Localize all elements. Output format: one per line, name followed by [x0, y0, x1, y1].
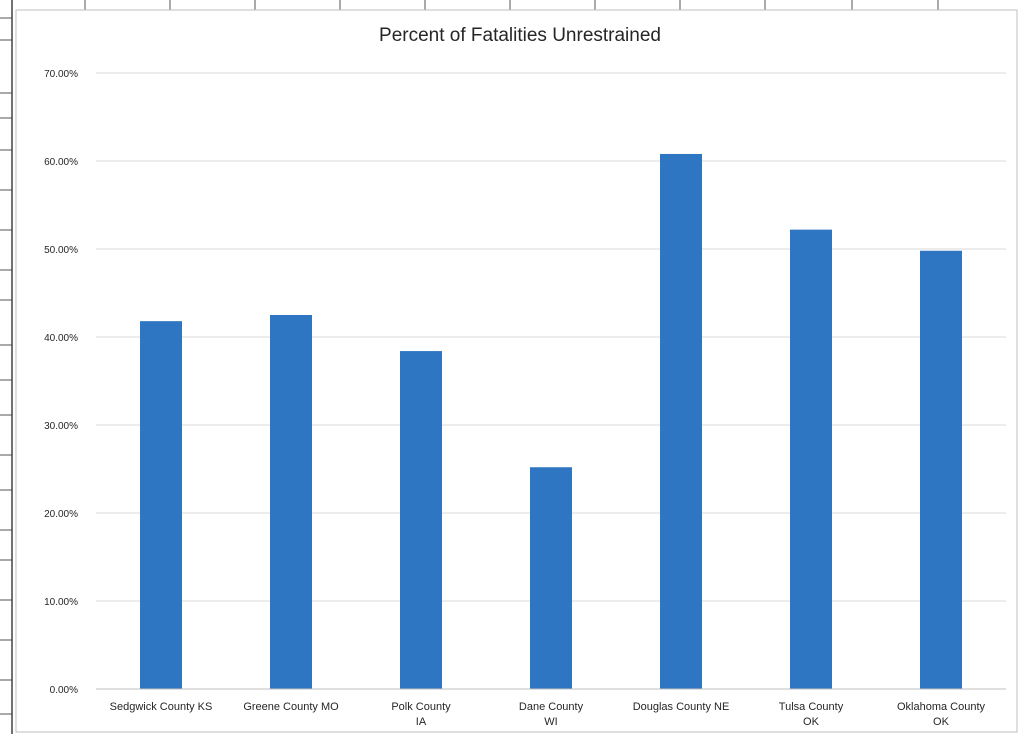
x-category-label: Tulsa County OK [779, 701, 844, 728]
y-tick-label: 30.00% [44, 421, 78, 432]
x-category-label: Greene County MO [243, 701, 339, 713]
chart-title: Percent of Fatalities Unrestrained [379, 25, 661, 46]
y-axis-tick-labels: 0.00% 10.00% 20.00% 30.00% 40.00% 50.00% 60.00… [44, 69, 78, 696]
y-tick-label: 70.00% [44, 69, 78, 80]
y-tick-label: 60.00% [44, 157, 78, 168]
bar [400, 351, 442, 689]
chart-frame [15, 9, 1018, 733]
bar [270, 315, 312, 689]
y-tick-label: 50.00% [44, 245, 78, 256]
bar [920, 250, 962, 689]
x-category-label: Polk County IA [391, 701, 451, 728]
y-tick-label: 20.00% [44, 509, 78, 520]
bar [530, 467, 572, 689]
bar [790, 229, 832, 689]
bars [140, 153, 962, 689]
x-category-label: Oklahoma County OK [897, 701, 986, 728]
x-axis-category-labels: Sedgwick County KS Greene County MO Polk C… [110, 701, 986, 728]
bar [140, 321, 182, 689]
x-category-label: Dane County WI [519, 701, 584, 728]
spreadsheet-gridlines [0, 0, 939, 734]
y-tick-label: 40.00% [44, 333, 78, 344]
y-tick-label: 0.00% [50, 685, 78, 696]
x-category-label: Douglas County NE [633, 701, 730, 713]
y-tick-label: 10.00% [44, 597, 78, 608]
bar [660, 153, 702, 689]
x-category-label: Sedgwick County KS [110, 701, 213, 713]
